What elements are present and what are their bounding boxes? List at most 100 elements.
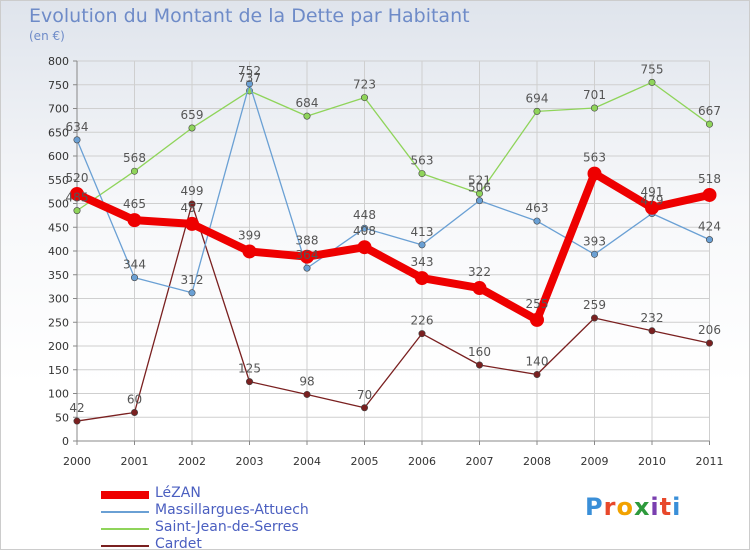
data-label: 344 bbox=[123, 258, 146, 272]
y-tick-label: 50 bbox=[55, 411, 69, 424]
data-label: 737 bbox=[238, 71, 261, 85]
data-label: 232 bbox=[641, 311, 664, 325]
data-label: 479 bbox=[641, 193, 664, 207]
data-label: 259 bbox=[583, 298, 606, 312]
data-label: 413 bbox=[411, 225, 434, 239]
y-tick-label: 250 bbox=[48, 316, 69, 329]
y-tick-label: 600 bbox=[48, 150, 69, 163]
data-point bbox=[590, 104, 598, 112]
data-label: 255 bbox=[526, 297, 549, 311]
data-point bbox=[587, 166, 602, 181]
data-point bbox=[246, 378, 254, 386]
data-point bbox=[303, 390, 311, 398]
data-label: 70 bbox=[357, 388, 372, 402]
data-point bbox=[188, 200, 196, 208]
logo-letter: i bbox=[672, 493, 682, 521]
data-label: 465 bbox=[123, 197, 146, 211]
data-point bbox=[188, 289, 196, 297]
data-label: 457 bbox=[181, 201, 204, 215]
series-line bbox=[76, 83, 711, 294]
series-line bbox=[76, 203, 711, 422]
y-tick-label: 750 bbox=[48, 79, 69, 92]
data-point bbox=[533, 370, 541, 378]
data-point bbox=[648, 327, 656, 335]
data-point bbox=[418, 170, 426, 178]
data-label: 42 bbox=[69, 401, 84, 415]
data-label: 399 bbox=[238, 228, 261, 242]
y-tick-label: 200 bbox=[48, 340, 69, 353]
data-point bbox=[648, 78, 656, 86]
legend-label: LéZAN bbox=[155, 485, 201, 501]
data-label: 684 bbox=[296, 96, 319, 110]
data-point bbox=[360, 94, 368, 102]
data-point bbox=[475, 190, 483, 198]
data-point bbox=[533, 107, 541, 115]
data-label: 448 bbox=[353, 208, 376, 222]
series-line bbox=[76, 81, 711, 212]
x-tick-label: 2008 bbox=[523, 455, 551, 468]
grid bbox=[76, 60, 710, 442]
y-tick-label: 650 bbox=[48, 126, 69, 139]
x-tick-label: 2001 bbox=[121, 455, 149, 468]
data-label: 723 bbox=[353, 78, 376, 92]
data-label: 226 bbox=[411, 314, 434, 328]
logo-letter: t bbox=[659, 493, 673, 521]
x-tick-label: 2003 bbox=[236, 455, 264, 468]
data-point bbox=[242, 244, 257, 259]
data-point bbox=[131, 408, 139, 416]
x-tick-label: 2011 bbox=[696, 455, 724, 468]
data-point bbox=[303, 264, 311, 272]
y-tick-label: 400 bbox=[48, 245, 69, 258]
data-point bbox=[705, 120, 713, 128]
data-label: 694 bbox=[526, 91, 549, 105]
data-label: 568 bbox=[123, 151, 146, 165]
data-point bbox=[70, 187, 84, 201]
x-tick-label: 2005 bbox=[351, 455, 379, 468]
data-point bbox=[73, 136, 81, 144]
y-tick-label: 100 bbox=[48, 388, 69, 401]
legend-label: Cardet bbox=[155, 536, 202, 552]
series-lines bbox=[70, 78, 717, 425]
data-point bbox=[705, 236, 713, 244]
data-label: 520 bbox=[66, 171, 89, 185]
logo-letter: P bbox=[585, 493, 604, 521]
data-labels: 42 60 499 125 98 70 226 160 140 259 232 206 485 568 65… bbox=[66, 62, 721, 415]
chart-title: Evolution du Montant de la Dette par Hab… bbox=[29, 5, 470, 27]
data-point bbox=[418, 241, 426, 249]
data-point bbox=[357, 240, 372, 255]
logo-letter: o bbox=[616, 493, 634, 521]
data-point bbox=[73, 207, 81, 215]
data-label: 393 bbox=[583, 234, 606, 248]
y-tick-label: 800 bbox=[48, 55, 69, 68]
legend-swatch bbox=[101, 511, 149, 513]
data-label: 408 bbox=[353, 224, 376, 238]
data-point bbox=[303, 112, 311, 120]
data-point bbox=[73, 417, 81, 425]
y-tick-label: 150 bbox=[48, 364, 69, 377]
axes: 0 50 100 150 200 250 300 350 400 450 500 550 600 650 7… bbox=[48, 55, 724, 468]
legend-label: Saint-Jean-de-Serres bbox=[155, 519, 299, 535]
data-point bbox=[418, 330, 426, 338]
data-point bbox=[702, 187, 717, 202]
data-point bbox=[475, 361, 483, 369]
data-label: 499 bbox=[181, 184, 204, 198]
data-label: 60 bbox=[127, 393, 142, 407]
data-label: 659 bbox=[181, 108, 204, 122]
x-tick-label: 2007 bbox=[466, 455, 494, 468]
data-point bbox=[131, 167, 139, 175]
data-label: 563 bbox=[411, 154, 434, 168]
data-point bbox=[590, 314, 598, 322]
data-point bbox=[246, 80, 254, 88]
y-tick-label: 450 bbox=[48, 221, 69, 234]
data-point bbox=[533, 217, 541, 225]
data-label: 563 bbox=[583, 151, 606, 165]
logo-letter: x bbox=[633, 493, 651, 521]
logo-letter: i bbox=[650, 493, 660, 521]
data-label: 125 bbox=[238, 362, 261, 376]
x-tick-label: 2010 bbox=[638, 455, 666, 468]
data-point bbox=[645, 200, 659, 215]
y-tick-label: 0 bbox=[62, 435, 69, 448]
legend-swatch bbox=[101, 545, 149, 547]
series-line bbox=[73, 169, 714, 324]
